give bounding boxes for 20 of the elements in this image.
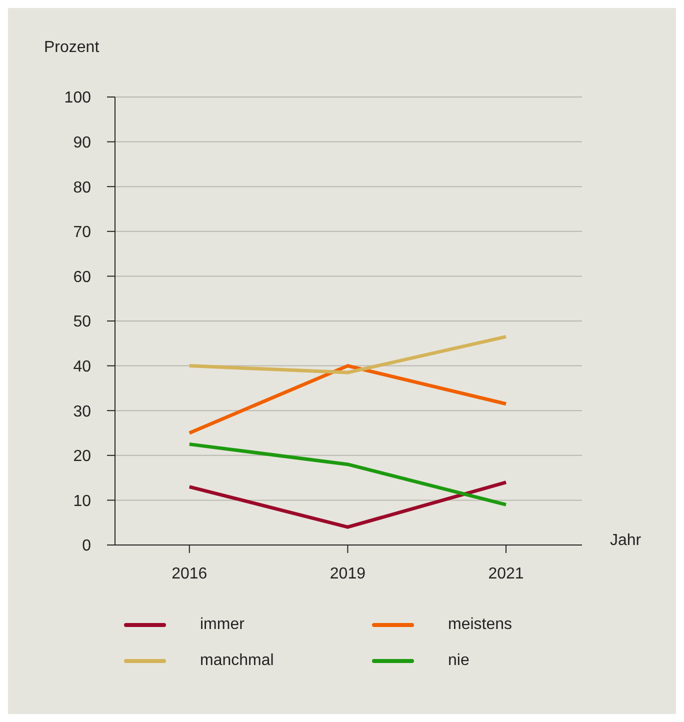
- y-tick-label: 30: [73, 403, 92, 420]
- y-tick-label: 20: [73, 448, 92, 466]
- y-tick-label: 40: [73, 358, 92, 376]
- y-tick-label: 10: [73, 492, 92, 510]
- legend-label: nie: [448, 652, 470, 670]
- x-tick-label: 2019: [330, 565, 366, 582]
- y-tick-label: 60: [73, 268, 92, 286]
- y-tick-label: 90: [73, 134, 92, 152]
- y-tick-label: 0: [82, 538, 92, 555]
- y-tick-label: 70: [73, 224, 92, 242]
- legend-label: manchmal: [200, 652, 274, 670]
- y-tick-label: 50: [73, 314, 92, 331]
- x-tick-label: 2016: [172, 565, 208, 582]
- y-axis-title: Prozent: [44, 39, 100, 57]
- legend-label: meistens: [448, 616, 512, 634]
- y-tick-label: 80: [73, 179, 92, 196]
- x-tick-label: 2021: [488, 565, 524, 582]
- y-tick-label: 100: [64, 90, 92, 107]
- legend-label: immer: [200, 616, 244, 634]
- x-axis-title: Jahr: [610, 532, 642, 550]
